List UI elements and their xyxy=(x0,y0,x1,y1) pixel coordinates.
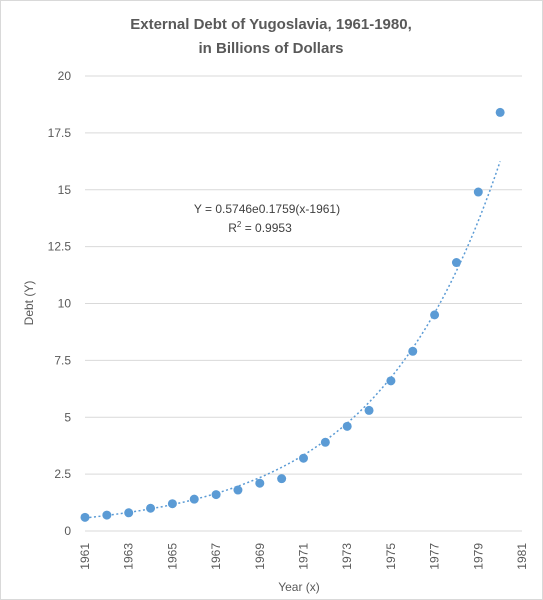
x-tick-label: 1969 xyxy=(253,543,267,570)
chart-subtitle: in Billions of Dollars xyxy=(198,40,343,57)
y-tick-label: 12.5 xyxy=(48,240,72,254)
r-squared-label: R2 = 0.9953 xyxy=(228,220,292,235)
data-point-1963 xyxy=(124,508,134,518)
data-point-1977 xyxy=(430,310,440,320)
x-tick-label: 1979 xyxy=(471,543,485,570)
data-point-1973 xyxy=(342,421,352,431)
r-squared-superscript: 2 xyxy=(237,220,242,229)
data-point-1972 xyxy=(320,437,330,447)
y-tick-label: 0 xyxy=(64,524,71,538)
x-tick-label: 1965 xyxy=(165,543,179,570)
data-point-1976 xyxy=(408,346,418,356)
data-point-1962 xyxy=(102,510,112,520)
y-tick-label: 15 xyxy=(58,183,72,197)
y-tick-label: 5 xyxy=(64,410,71,424)
trendline-equation: Y = 0.5746e0.1759(x-1961) xyxy=(194,202,340,216)
data-point-1965 xyxy=(167,499,177,509)
data-point-1969 xyxy=(255,478,265,488)
data-point-1971 xyxy=(299,453,308,463)
data-point-1975 xyxy=(386,376,396,386)
x-tick-label: 1967 xyxy=(209,543,223,570)
data-point-1961 xyxy=(80,512,90,522)
data-point-1967 xyxy=(211,490,221,500)
y-tick-label: 10 xyxy=(58,297,72,311)
x-tick-label: 1971 xyxy=(297,543,311,570)
data-point-1974 xyxy=(364,405,374,415)
x-tick-label: 1977 xyxy=(428,543,442,570)
data-point-1970 xyxy=(277,474,287,484)
data-point-1964 xyxy=(146,503,156,513)
x-axis-label: Year (x) xyxy=(278,580,320,594)
x-tick-label: 1973 xyxy=(340,543,354,570)
y-tick-label: 7.5 xyxy=(54,353,71,367)
gridlines xyxy=(85,75,522,532)
x-tick-label: 1981 xyxy=(515,543,529,570)
y-axis-ticks: 0 2.5 5 7.5 10 12.5 15 17.5 20 xyxy=(48,69,72,538)
chart-title: External Debt of Yugoslavia, 1961-1980, xyxy=(130,16,412,33)
y-tick-label: 2.5 xyxy=(54,467,71,481)
x-axis-ticks: 1961 1963 1965 1967 1969 1971 1973 1975 1977 1979… xyxy=(78,543,529,570)
y-tick-label: 17.5 xyxy=(48,126,72,140)
data-point-1968 xyxy=(233,485,243,495)
y-axis-label: Debt (Y) xyxy=(22,281,36,326)
r-squared-r: R xyxy=(228,221,237,235)
y-tick-label: 20 xyxy=(58,69,72,83)
trendline xyxy=(84,161,501,519)
data-point-1980 xyxy=(495,107,505,117)
data-point-1979 xyxy=(473,187,483,197)
data-points xyxy=(80,107,505,522)
data-point-1966 xyxy=(189,494,199,504)
data-point-1978 xyxy=(451,258,461,268)
r-squared-value: = 0.9953 xyxy=(241,221,292,235)
x-tick-label: 1961 xyxy=(78,543,92,570)
x-tick-label: 1963 xyxy=(122,543,136,570)
x-tick-label: 1975 xyxy=(384,543,398,570)
